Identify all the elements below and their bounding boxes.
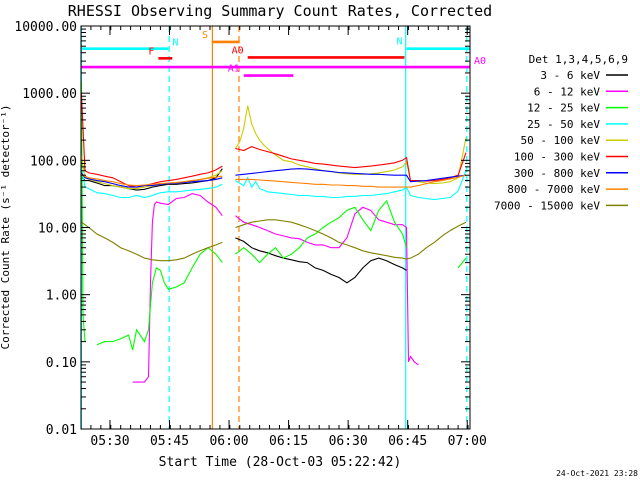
series-line — [81, 168, 223, 191]
series-2 — [81, 81, 467, 351]
legend-label-3: 25 - 50 keV — [527, 118, 600, 131]
flag-label-6: A1 — [228, 64, 240, 75]
y-tick-label-4: 1.00 — [46, 289, 77, 304]
x-tick-label-5: 06:45 — [388, 434, 427, 449]
y-tick-label-1: 1000.00 — [22, 87, 77, 102]
series-line — [132, 193, 223, 383]
flag-label-0: N — [172, 38, 178, 49]
x-tick-label-0: 05:30 — [90, 434, 129, 449]
series-6 — [81, 168, 467, 188]
x-tick-label-1: 05:45 — [150, 434, 189, 449]
series-line — [81, 166, 223, 199]
y-tick-label-3: 10.00 — [38, 222, 77, 237]
series-line — [235, 168, 467, 183]
series-1 — [132, 193, 419, 383]
y-tick-label-5: 0.10 — [46, 356, 77, 371]
legend-label-1: 6 - 12 keV — [534, 85, 601, 98]
legend-label-5: 100 - 300 keV — [514, 151, 600, 164]
legend-label-4: 50 - 100 keV — [521, 134, 601, 147]
series-line — [235, 237, 407, 284]
series-line — [235, 146, 467, 182]
series-line — [235, 199, 408, 264]
y-tick-label-2: 100.00 — [30, 154, 77, 169]
series-line — [81, 93, 223, 188]
series-5 — [81, 93, 467, 188]
series-4 — [81, 105, 467, 190]
legend-label-7: 800 - 7000 keV — [507, 183, 600, 196]
legend-label-8: 7000 - 15000 keV — [494, 199, 600, 212]
series-7 — [81, 174, 467, 188]
series-line — [235, 170, 467, 201]
y-tick-label-6: 0.01 — [46, 423, 77, 438]
legend-label-0: 3 - 6 keV — [540, 69, 600, 82]
x-tick-label-6: 07:00 — [448, 434, 487, 449]
flag-label-4: A0 — [232, 45, 244, 56]
series-3 — [81, 166, 467, 201]
x-tick-label-3: 06:15 — [269, 434, 308, 449]
x-axis-label: Start Time (28-Oct-03 05:22:42) — [159, 455, 402, 470]
series-line — [457, 257, 467, 269]
series-line — [81, 221, 223, 262]
series-8 — [81, 219, 467, 262]
flag-label-5: A0 — [474, 56, 486, 67]
series-line — [81, 172, 223, 188]
y-tick-label-0: 10000.00 — [14, 20, 77, 35]
flag-label-1: N — [396, 37, 402, 48]
chart-title: RHESSI Observing Summary Count Rates, Co… — [68, 2, 492, 20]
legend-label-6: 300 - 800 keV — [514, 167, 600, 180]
legend: Det 1,3,4,5,6,9 3 - 6 keV 6 - 12 keV 12 - … — [494, 53, 628, 212]
flag-label-2: F — [148, 46, 154, 57]
plot-frame — [80, 25, 471, 430]
legend-label-2: 12 - 25 keV — [527, 102, 600, 115]
series-line — [235, 206, 419, 366]
series-0 — [81, 168, 407, 284]
series-line — [96, 246, 223, 351]
legend-title: Det 1,3,4,5,6,9 — [529, 53, 628, 66]
series-line — [234, 105, 467, 185]
series-line — [81, 174, 223, 187]
series-line — [235, 174, 467, 188]
y-axis-label: Corrected Count Rate (s⁻¹ detector⁻¹) — [0, 104, 12, 349]
timestamp: 24-Oct-2021 23:28 — [556, 469, 638, 478]
x-tick-label-4: 06:30 — [329, 434, 368, 449]
flag-label-3: S — [202, 30, 208, 41]
series-line — [235, 219, 467, 260]
x-tick-label-2: 06:00 — [209, 434, 248, 449]
